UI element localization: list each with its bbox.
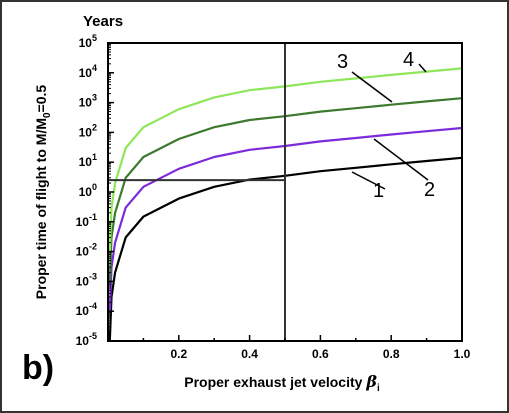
y-tick-label: 103 <box>79 93 97 110</box>
y-tick-label: 101 <box>79 152 97 169</box>
series-leader-line <box>418 63 427 73</box>
x-tick-label: 0.4 <box>241 347 258 361</box>
y-tick-label: 10-4 <box>76 301 97 318</box>
series-curves <box>108 67 463 342</box>
y-tick-label: 10-2 <box>76 242 97 259</box>
panel-label: b) <box>22 349 54 387</box>
series-label-3: 3 <box>337 51 348 73</box>
y-unit-label: Years <box>83 13 123 30</box>
x-axis-ticks: 0.2 0.4 0.6 0.8 1.0 <box>142 335 471 361</box>
y-tick-label: 102 <box>79 122 97 139</box>
series-line-4 <box>108 67 463 252</box>
y-axis-ticks: 10-5 10-4 10-3 10-2 10-1 100 101 102 103 104 105 <box>76 33 114 348</box>
x-tick-label: 0.6 <box>312 347 329 361</box>
y-tick-label: 10-1 <box>76 212 97 229</box>
x-tick-label: 0.8 <box>383 347 400 361</box>
y-tick-label: 10-5 <box>76 331 97 348</box>
x-tick-label: 0.2 <box>170 347 187 361</box>
series-line-2 <box>108 126 463 312</box>
series-label-1: 1 <box>373 180 384 202</box>
y-axis-title: Proper time of flight to M/M0=0.5 <box>33 85 53 300</box>
series-label-2: 2 <box>424 179 435 201</box>
y-tick-label: 105 <box>79 33 97 50</box>
x-axis-title: Proper exhaust jet velocity βi <box>184 372 380 394</box>
series-line-3 <box>108 97 463 282</box>
y-tick-label: 10-3 <box>76 271 97 288</box>
series-leader-line <box>373 138 429 181</box>
series-line-1 <box>108 156 463 342</box>
series-labels: 1 2 3 4 <box>337 49 435 202</box>
guide-lines <box>108 43 286 341</box>
y-tick-label: 104 <box>79 63 97 80</box>
series-label-4: 4 <box>403 49 414 71</box>
x-tick-label: 1.0 <box>454 347 471 361</box>
series-leader-line <box>351 171 386 190</box>
series-leader-line <box>351 71 393 103</box>
y-tick-label: 100 <box>79 182 97 199</box>
